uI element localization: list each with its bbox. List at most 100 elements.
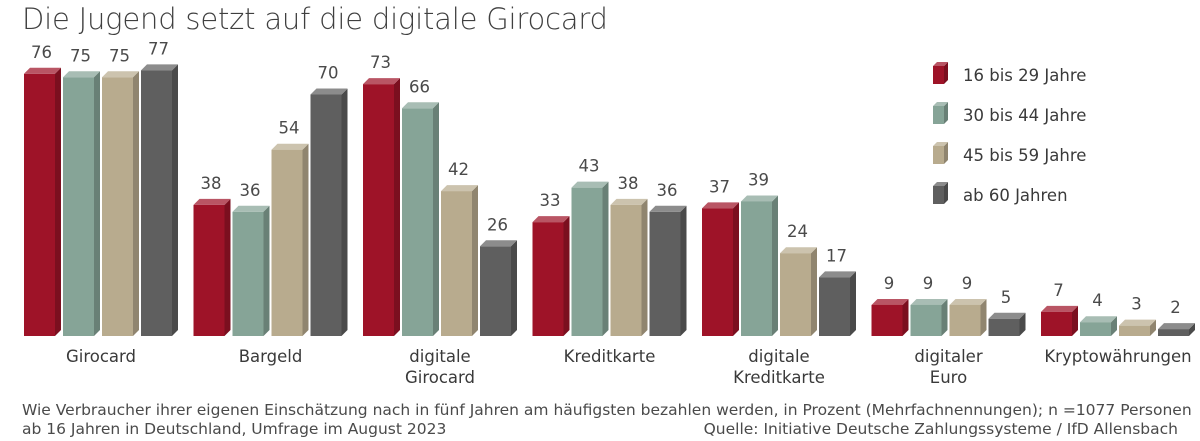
bar-side (1072, 305, 1078, 336)
bar-group-6-series-0 (1041, 305, 1078, 336)
category-label: Kreditkarte (733, 368, 825, 387)
bar (102, 77, 133, 336)
bar (610, 204, 642, 336)
bar-top (402, 102, 439, 109)
value-label: 9 (923, 274, 934, 293)
value-label: 26 (487, 215, 508, 234)
legend-item (933, 62, 948, 84)
bar-group-3-series-0 (532, 216, 570, 336)
legend-item (933, 102, 948, 124)
bar-top (1158, 323, 1195, 330)
bar (741, 201, 772, 336)
bar-side (602, 181, 609, 336)
bar-group-5-series-0 (871, 298, 909, 336)
footnote-line-1: Wie Verbraucher ihrer eigenen Einschätzu… (22, 401, 1192, 419)
value-label: 66 (409, 77, 430, 96)
bar (1119, 325, 1150, 336)
legend-swatch-side (944, 62, 948, 84)
bar (1080, 322, 1111, 336)
value-label: 17 (826, 246, 847, 265)
legend-swatch (933, 146, 944, 164)
category-label: Girocard (405, 368, 475, 387)
bar (819, 277, 850, 336)
bar-top (910, 298, 948, 305)
value-label: 39 (748, 170, 769, 189)
bar-top (310, 88, 348, 95)
bar-side (224, 198, 231, 336)
category-label: digitale (748, 347, 809, 366)
bar-group-3-series-2 (610, 198, 648, 336)
bar (1158, 329, 1189, 336)
value-label: 9 (884, 274, 895, 293)
bar-top (480, 240, 517, 247)
bar-group-2-series-3 (480, 240, 517, 336)
bar (910, 304, 942, 336)
bar-group-4-series-3 (819, 271, 856, 336)
value-label: 36 (657, 181, 678, 200)
bar-side (511, 240, 517, 336)
bar (871, 304, 903, 336)
bar-top (532, 216, 570, 223)
bar-group-4-series-2 (780, 247, 817, 336)
bar-group-3-series-3 (649, 205, 687, 336)
bar-top (871, 298, 909, 305)
category-label: Bargeld (239, 347, 303, 366)
value-label: 38 (618, 174, 639, 193)
bar-group-3-series-1 (571, 181, 609, 336)
bar-group-5-series-3 (988, 312, 1026, 336)
bar-top (24, 67, 61, 74)
bar (1041, 311, 1072, 336)
bar-side (563, 216, 570, 336)
value-label: 54 (279, 119, 300, 138)
bar-side (394, 78, 400, 337)
bar-top (102, 71, 139, 78)
bar-group-6-series-3 (1158, 323, 1195, 336)
bar (193, 204, 225, 336)
value-label: 24 (787, 222, 808, 241)
bar-side (811, 247, 817, 336)
bar (780, 253, 811, 336)
value-label: 7 (1053, 281, 1064, 300)
bar-group-6-series-2 (1119, 319, 1156, 336)
bar-group-4-series-0 (702, 202, 739, 336)
value-label: 4 (1092, 291, 1103, 310)
value-label: 9 (962, 274, 973, 293)
bar-side (172, 64, 178, 336)
bar (480, 246, 511, 336)
bar-top (702, 202, 739, 209)
legend-label: 30 bis 44 Jahre (963, 106, 1086, 125)
bar-side (772, 195, 778, 336)
value-label: 75 (70, 46, 91, 65)
legend-swatch-top (933, 142, 948, 146)
bar (310, 94, 342, 336)
bar (949, 304, 981, 336)
value-label: 2 (1170, 298, 1181, 317)
bar (702, 208, 733, 336)
value-label: 76 (31, 43, 52, 62)
bar-top (193, 198, 231, 205)
bar (988, 318, 1020, 336)
value-label: 77 (148, 39, 169, 58)
value-label: 3 (1131, 295, 1142, 314)
value-label: 5 (1001, 288, 1012, 307)
legend-label: 16 bis 29 Jahre (963, 66, 1086, 85)
bar-group-0-series-0 (24, 67, 61, 337)
bar-top (1041, 305, 1078, 312)
legend-label: ab 60 Jahren (963, 186, 1068, 205)
value-label: 38 (201, 174, 222, 193)
bar-side (941, 298, 948, 336)
bar-side (680, 205, 687, 336)
bar-top (949, 298, 987, 305)
bar-side (902, 298, 909, 336)
bar-side (1189, 323, 1195, 336)
bar-side (472, 185, 478, 336)
bar-top (610, 198, 648, 205)
bar-top (271, 143, 309, 150)
bar-group-2-series-1 (402, 102, 439, 336)
category-label: Kryptowährungen (1044, 347, 1191, 366)
bar-top (441, 185, 478, 192)
value-label: 33 (540, 191, 561, 210)
category-label: digitale (409, 347, 470, 366)
bar (402, 108, 433, 336)
